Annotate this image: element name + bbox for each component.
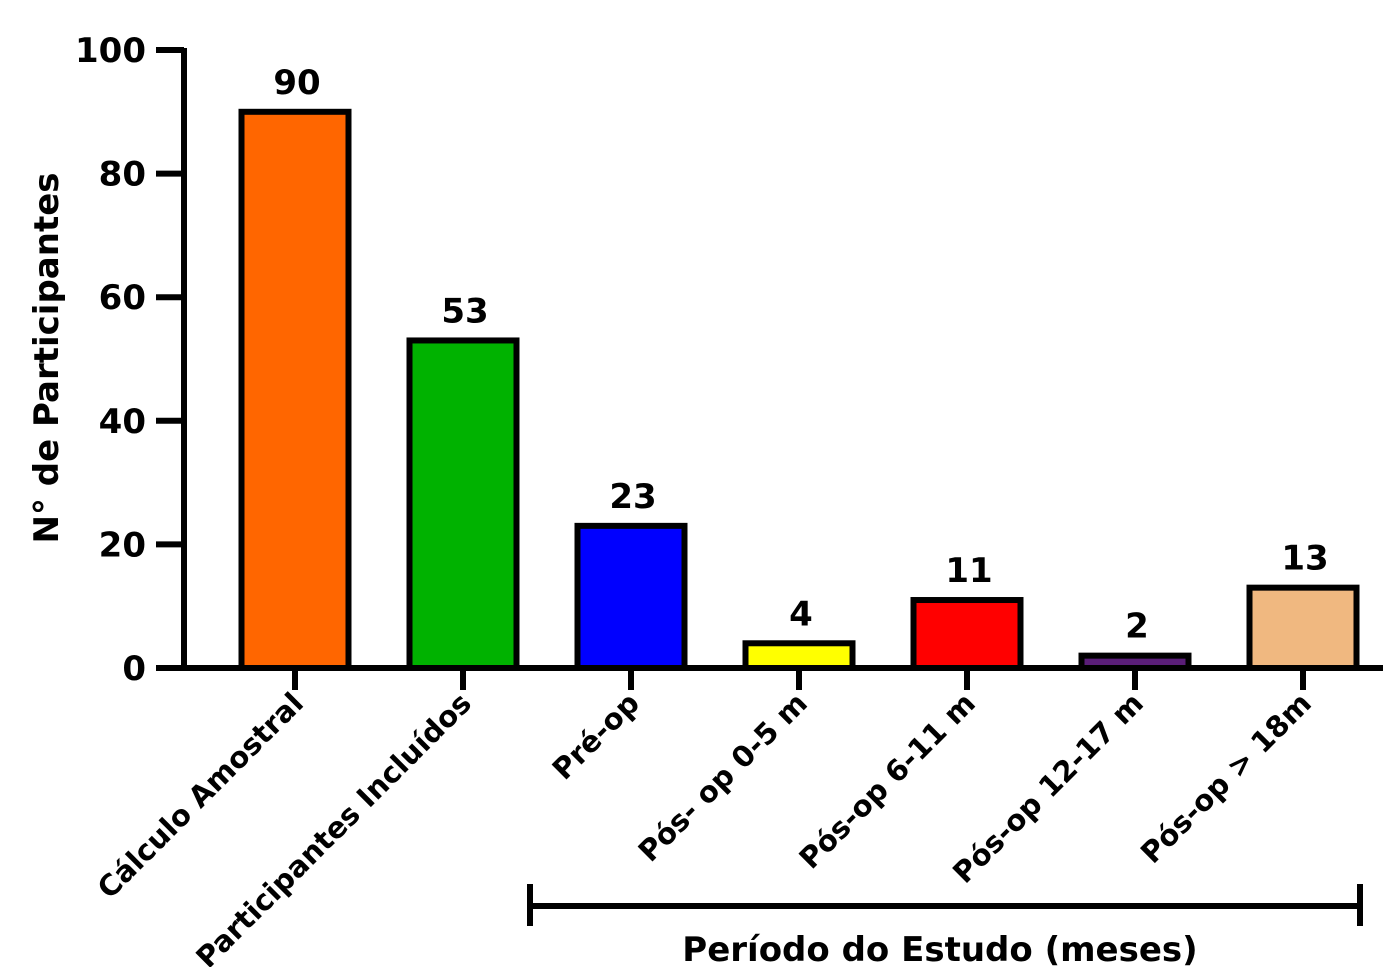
bar-value-label: 13 (1281, 539, 1328, 579)
bracket-label: Período do Estudo (meses) (682, 930, 1197, 967)
bar (910, 597, 1024, 672)
category-label: Participantes Incluídos (189, 686, 478, 967)
bar-value-label: 90 (273, 63, 320, 103)
category-label: Pós-op 12-17 m (946, 686, 1150, 890)
bar (742, 640, 856, 672)
bar-value-label: 2 (1125, 607, 1149, 647)
category-label: Pós-op > 18m (1134, 686, 1318, 870)
bar (238, 108, 352, 672)
category-label: Pré-op (546, 686, 646, 786)
x-ticks (292, 668, 1306, 690)
y-axis-label: N° de Participantes (27, 173, 67, 544)
y-ticks: 0 20 40 60 80 100 (75, 31, 184, 689)
y-tick-label: 80 (99, 155, 146, 195)
y-tick-label: 100 (75, 31, 146, 71)
bar-value-label: 11 (945, 551, 992, 591)
y-tick-label: 40 (99, 402, 146, 442)
bar (1078, 652, 1192, 672)
period-bracket: Período do Estudo (meses) (527, 884, 1363, 967)
bar-value-label: 53 (441, 291, 488, 331)
y-tick-label: 60 (99, 278, 146, 318)
category-label: Pós-op 6-11 m (792, 686, 982, 876)
y-tick-label: 20 (99, 525, 146, 565)
bar (574, 522, 688, 671)
bar-value-label: 23 (609, 477, 656, 517)
bar (1246, 584, 1360, 671)
bar-value-label: 4 (789, 594, 813, 634)
y-tick-label: 0 (122, 649, 146, 689)
bars (238, 108, 1360, 672)
bar (406, 337, 520, 671)
data-labels: 90 53 23 4 11 2 13 (273, 63, 1328, 647)
category-label: Pós- op 0-5 m (631, 686, 813, 868)
